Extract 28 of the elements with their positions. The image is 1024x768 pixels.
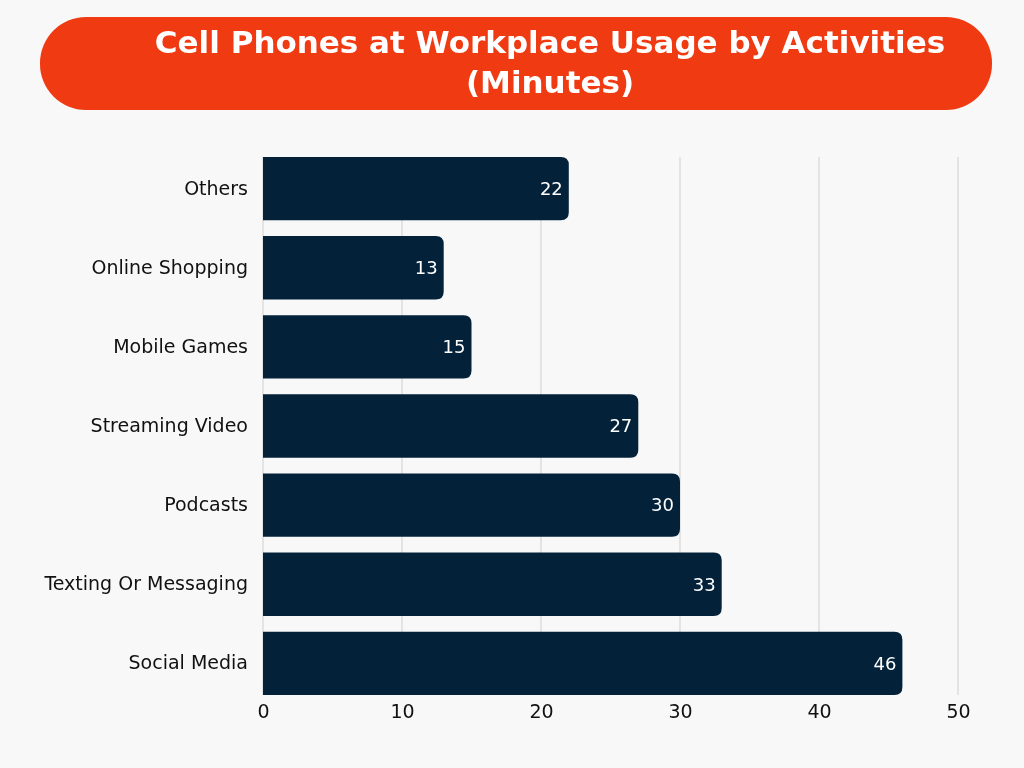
y-tick-label: Online Shopping	[91, 255, 248, 278]
y-tick-label: Streaming Video	[90, 414, 248, 437]
data-label: 22	[539, 177, 563, 199]
bar	[263, 631, 903, 695]
bar	[263, 473, 680, 537]
x-tick-label: 50	[946, 700, 971, 723]
x-tick-label: 10	[390, 700, 415, 723]
y-tick-label: Podcasts	[164, 493, 248, 516]
y-tick-label: Social Media	[128, 651, 248, 674]
data-label: 46	[873, 652, 897, 674]
bar	[263, 157, 569, 221]
data-label: 13	[414, 257, 438, 279]
data-label: 27	[609, 415, 633, 437]
bar	[263, 552, 722, 616]
x-tick-label: 20	[529, 700, 554, 723]
bar	[263, 236, 444, 300]
data-label: 30	[651, 494, 674, 516]
x-tick-label: 40	[807, 700, 832, 723]
x-tick-label: 0	[257, 700, 270, 723]
x-tick-label: 30	[668, 700, 693, 723]
data-label: 33	[692, 573, 716, 595]
y-tick-label: Mobile Games	[113, 334, 248, 357]
y-tick-label: Texting Or Messaging	[43, 572, 248, 595]
chart-title: Cell Phones at Workplace Usage by Activities (Minutes)	[154, 24, 946, 100]
data-label: 15	[442, 336, 466, 358]
bar	[263, 315, 472, 379]
y-tick-label: Others	[184, 176, 248, 199]
bar	[263, 394, 639, 458]
